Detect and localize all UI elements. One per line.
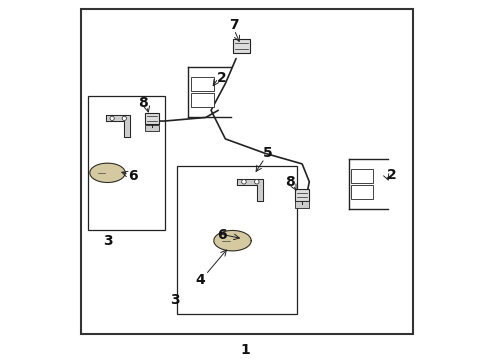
Text: 6: 6: [128, 170, 137, 183]
Polygon shape: [106, 115, 130, 136]
Bar: [351, 185, 373, 198]
Bar: [191, 94, 214, 108]
Text: 1: 1: [240, 343, 250, 357]
Polygon shape: [214, 230, 251, 251]
Bar: [146, 113, 159, 124]
Circle shape: [110, 116, 114, 121]
Bar: [351, 168, 373, 183]
Text: 3: 3: [171, 293, 180, 307]
Text: 7: 7: [229, 18, 239, 32]
Bar: [177, 166, 297, 314]
Circle shape: [254, 180, 259, 184]
Text: 3: 3: [103, 234, 112, 248]
Polygon shape: [238, 179, 263, 201]
Text: 5: 5: [263, 146, 273, 160]
Bar: [233, 39, 249, 53]
Text: 8: 8: [138, 96, 148, 110]
Text: 4: 4: [196, 273, 205, 287]
Polygon shape: [90, 163, 125, 183]
Bar: [146, 125, 159, 131]
Text: 2: 2: [217, 71, 227, 85]
Circle shape: [122, 116, 126, 121]
Bar: [295, 189, 309, 201]
Bar: [191, 77, 214, 91]
Circle shape: [242, 180, 246, 184]
Bar: [88, 96, 165, 230]
Bar: [295, 201, 309, 208]
Text: 8: 8: [285, 175, 294, 189]
Text: 2: 2: [387, 168, 396, 181]
Text: 6: 6: [217, 228, 226, 242]
